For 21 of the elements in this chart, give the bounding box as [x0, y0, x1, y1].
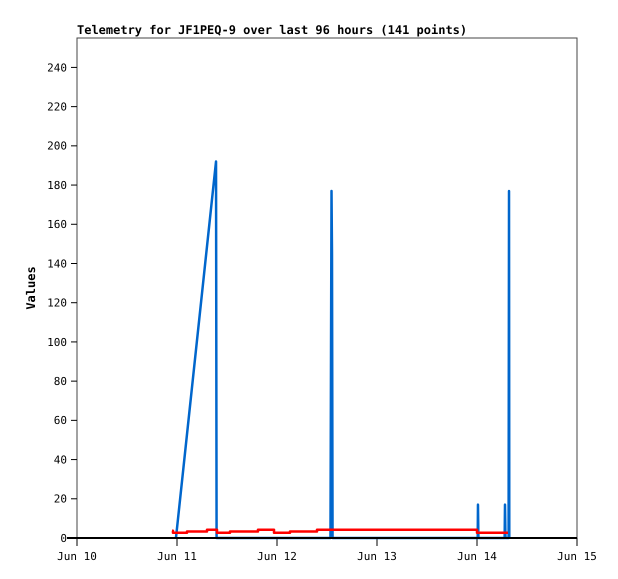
chart-title: Telemetry for JF1PEQ-9 over last 96 hours (141 points) [77, 23, 468, 37]
y-tick-label: 220 [47, 100, 67, 114]
y-tick-label: 100 [47, 336, 67, 349]
y-tick-label: 160 [47, 218, 67, 232]
y-tick-label: 120 [47, 296, 67, 310]
y-tick-label: 40 [54, 453, 67, 466]
y-tick-label: 140 [47, 257, 67, 270]
x-tick-label: Jun 12 [257, 550, 297, 563]
y-tick-label: 0 [60, 532, 67, 545]
y-tick-label: 60 [54, 414, 67, 428]
y-tick-label: 240 [47, 61, 67, 74]
y-tick-label: 20 [54, 492, 67, 506]
y-tick-label: 200 [47, 140, 67, 153]
x-tick-label: Jun 11 [157, 550, 197, 563]
x-tick-label: Jun 13 [357, 550, 397, 563]
y-tick-label: 180 [47, 178, 67, 192]
x-tick-label: Jun 15 [557, 550, 597, 563]
y-tick-label: 80 [54, 374, 67, 388]
x-tick-label: Jun 14 [457, 550, 498, 563]
x-tick-label: Jun 10 [57, 550, 97, 563]
y-axis-title: Values [24, 266, 38, 310]
